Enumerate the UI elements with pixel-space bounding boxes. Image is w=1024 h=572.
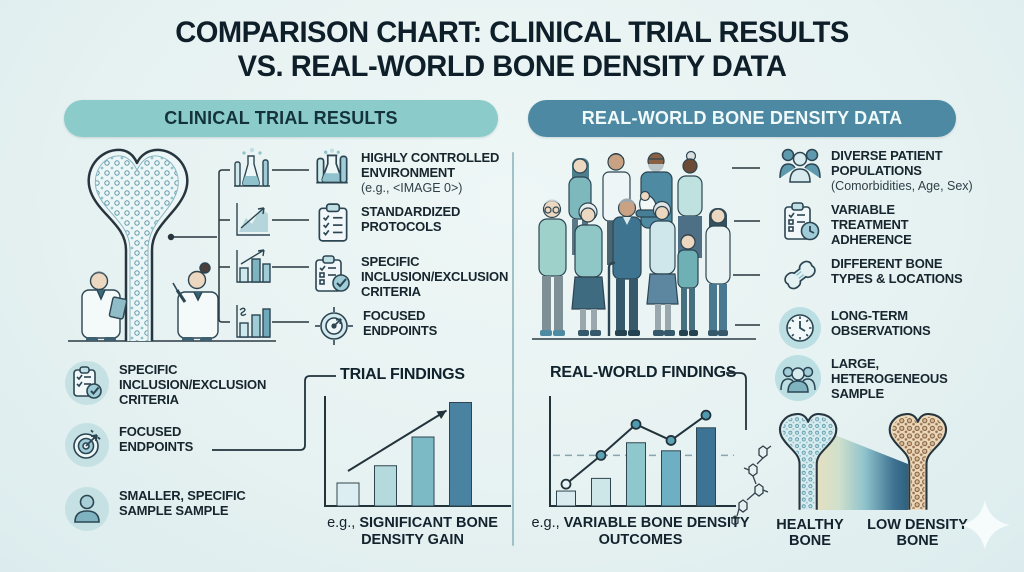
gauge-icon bbox=[315, 307, 353, 345]
item-label: SPECIFIC INCLUSION/EXCLUSION CRITERIA bbox=[361, 254, 509, 299]
item-label: VARIABLE TREATMENT ADHERENCE bbox=[831, 202, 912, 247]
trial-findings-bar-chart bbox=[324, 396, 511, 507]
person-elderly-man-glasses bbox=[538, 199, 567, 336]
lab-flasks-icon bbox=[316, 148, 348, 184]
bone-icon bbox=[784, 260, 816, 290]
caption-prefix: e.g., bbox=[531, 515, 560, 531]
item-label: FOCUSED ENDPOINTS bbox=[119, 424, 194, 454]
header-real-world: REAL-WORLD BONE DENSITY DATA bbox=[528, 100, 956, 137]
clipboard-check-icon bbox=[315, 255, 350, 292]
column-divider bbox=[512, 152, 514, 546]
item-label: LARGE, HETEROGENEOUS SAMPLE bbox=[831, 356, 948, 401]
list-item-long-term: LONG-TERM OBSERVATIONS bbox=[778, 306, 966, 350]
clinical-trial-scene-illustration bbox=[68, 147, 309, 342]
low-density-bone-label: LOW DENSITY BONE bbox=[867, 517, 968, 549]
person-elderly-man-cane bbox=[607, 198, 642, 336]
people-icon bbox=[779, 148, 821, 183]
mini-bar-chart-scribble-icon bbox=[236, 305, 271, 338]
sparkle-watermark-icon bbox=[960, 500, 1010, 550]
page-title-line1: COMPARISON CHART: CLINICAL TRIAL RESULTS bbox=[175, 16, 849, 49]
clipboard-checklist-icon bbox=[318, 203, 348, 242]
list-item-heterogeneous-sample: LARGE, HETEROGENEOUS SAMPLE bbox=[774, 354, 981, 402]
item-label: LONG-TERM OBSERVATIONS bbox=[831, 308, 931, 338]
mini-line-chart-icon bbox=[236, 203, 270, 236]
connector-bracket bbox=[218, 169, 230, 323]
item-label: DIVERSE PATIENT POPULATIONS bbox=[831, 148, 943, 178]
density-gradient-wedge bbox=[812, 426, 908, 510]
person-elderly-woman bbox=[571, 202, 606, 336]
list-item-standardized-protocols: STANDARDIZED PROTOCOLS bbox=[314, 202, 479, 244]
list-item-controlled-environment: HIGHLY CONTROLLED ENVIRONMENT (e.g., <IM… bbox=[312, 148, 513, 195]
header-clinical-trial: CLINICAL TRIAL RESULTS bbox=[64, 100, 498, 137]
real-world-findings-chart bbox=[549, 396, 736, 507]
page-title-line2: VS. REAL-WORLD BONE DENSITY DATA bbox=[237, 50, 787, 83]
caption-text: VARIABLE BONE DENSITY OUTCOMES bbox=[563, 515, 750, 548]
connector-stubs bbox=[732, 167, 760, 326]
diverse-population-illustration bbox=[532, 150, 760, 340]
item-label: HIGHLY CONTROLLED ENVIRONMENT bbox=[361, 150, 500, 180]
target-icon bbox=[65, 423, 109, 467]
scientist-with-pen bbox=[172, 262, 219, 341]
list-item-focused-endpoints: FOCUSED ENDPOINTS bbox=[314, 306, 455, 346]
person-woman-front bbox=[705, 208, 731, 336]
person-child bbox=[677, 234, 699, 336]
mini-flasks-icon bbox=[234, 147, 270, 187]
caption-prefix: e.g., bbox=[327, 515, 356, 531]
item-label: STANDARDIZED PROTOCOLS bbox=[361, 204, 461, 234]
healthy-bone-label: HEALTHY BONE bbox=[776, 517, 844, 549]
list-item-inclusion-criteria-2: SPECIFIC INCLUSION/EXCLUSION CRITERIA bbox=[64, 360, 279, 407]
molecule-icon bbox=[731, 445, 772, 526]
trial-findings-title: TRIAL FINDINGS bbox=[340, 366, 465, 383]
mini-bar-chart-arrow-icon bbox=[236, 249, 271, 283]
connector-stubs bbox=[272, 169, 309, 323]
page-title: COMPARISON CHART: CLINICAL TRIAL RESULTS… bbox=[15, 16, 1008, 84]
list-item-focused-endpoints-2: FOCUSED ENDPOINTS bbox=[64, 422, 219, 468]
person-elderly-woman-2 bbox=[646, 200, 679, 336]
header-real-world-label: REAL-WORLD BONE DENSITY DATA bbox=[581, 108, 903, 128]
clipboard-clock-icon bbox=[784, 202, 820, 241]
list-item-smaller-sample: SMALLER, SPECIFIC SAMPLE SAMPLE bbox=[64, 486, 261, 532]
item-label: SMALLER, SPECIFIC SAMPLE SAMPLE bbox=[119, 488, 246, 518]
item-label: FOCUSED ENDPOINTS bbox=[363, 308, 438, 338]
item-sublabel: (e.g., <IMAGE 0>) bbox=[361, 181, 463, 195]
person-icon bbox=[65, 487, 109, 531]
clock-icon bbox=[779, 307, 821, 349]
people-circle-icon bbox=[775, 355, 821, 401]
header-clinical-trial-label: CLINICAL TRIAL RESULTS bbox=[164, 108, 398, 128]
item-sublabel: (Comorbidities, Age, Sex) bbox=[831, 179, 973, 193]
list-item-treatment-adherence: VARIABLE TREATMENT ADHERENCE bbox=[780, 200, 943, 247]
clipboard-check-icon bbox=[65, 361, 109, 405]
bone-callout-dot bbox=[167, 233, 175, 241]
list-item-diverse-populations: DIVERSE PATIENT POPULATIONS (Comorbiditi… bbox=[778, 146, 996, 193]
scientist-with-clipboard bbox=[81, 271, 128, 341]
healthy-bone-illustration bbox=[779, 412, 838, 510]
caption-text: SIGNIFICANT BONE DENSITY GAIN bbox=[359, 515, 498, 548]
item-label: DIFFERENT BONE TYPES & LOCATIONS bbox=[831, 256, 963, 286]
list-item-bone-types: DIFFERENT BONE TYPES & LOCATIONS bbox=[778, 254, 963, 296]
real-world-findings-caption: e.g., VARIABLE BONE DENSITY OUTCOMES bbox=[528, 515, 753, 549]
trial-findings-caption: e.g., SIGNIFICANT BONE DENSITY GAIN bbox=[300, 515, 525, 549]
list-item-inclusion-criteria: SPECIFIC INCLUSION/EXCLUSION CRITERIA bbox=[312, 252, 519, 299]
low-density-bone-illustration bbox=[888, 412, 947, 510]
real-world-findings-title: REAL-WORLD FINDINGS bbox=[550, 364, 737, 381]
item-label: SPECIFIC INCLUSION/EXCLUSION CRITERIA bbox=[119, 362, 267, 407]
femur-bone-illustration bbox=[87, 148, 189, 341]
